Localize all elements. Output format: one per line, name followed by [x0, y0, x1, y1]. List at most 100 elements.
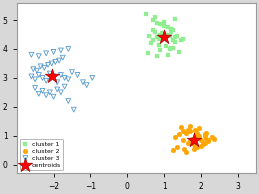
cluster 3: [44, 52, 48, 55]
cluster 1: [143, 13, 148, 16]
cluster 2: [195, 136, 199, 139]
centroids: [162, 36, 166, 39]
cluster 2: [206, 140, 210, 143]
cluster 2: [171, 149, 175, 152]
cluster 3: [52, 75, 56, 78]
cluster 2: [173, 136, 177, 139]
cluster 1: [155, 36, 159, 39]
cluster 3: [85, 84, 89, 87]
cluster 1: [158, 23, 162, 26]
cluster 1: [169, 27, 174, 30]
cluster 1: [181, 37, 185, 40]
cluster 1: [162, 24, 166, 27]
cluster 1: [153, 30, 157, 33]
cluster 3: [40, 89, 45, 92]
cluster 2: [204, 137, 208, 140]
cluster 2: [193, 128, 197, 131]
cluster 1: [162, 20, 166, 23]
cluster 3: [62, 76, 67, 79]
cluster 2: [195, 146, 199, 149]
cluster 3: [31, 68, 35, 71]
cluster 3: [66, 78, 70, 81]
cluster 3: [72, 108, 76, 111]
cluster 3: [35, 69, 39, 72]
cluster 1: [153, 16, 157, 19]
cluster 1: [151, 19, 155, 22]
cluster 2: [195, 131, 199, 134]
cluster 2: [203, 133, 207, 136]
cluster 2: [177, 133, 181, 136]
cluster 1: [175, 35, 179, 38]
cluster 3: [44, 94, 48, 97]
cluster 1: [173, 40, 177, 43]
cluster 3: [50, 62, 54, 65]
cluster 2: [186, 141, 190, 144]
cluster 3: [42, 66, 46, 69]
cluster 2: [190, 141, 194, 144]
cluster 2: [184, 150, 188, 153]
cluster 3: [59, 91, 63, 94]
cluster 2: [204, 131, 208, 134]
cluster 1: [171, 39, 175, 42]
cluster 1: [166, 53, 170, 56]
cluster 2: [181, 130, 185, 133]
cluster 3: [90, 76, 94, 79]
cluster 1: [168, 35, 172, 38]
cluster 2: [191, 143, 196, 146]
cluster 3: [48, 91, 52, 94]
cluster 3: [61, 56, 65, 59]
cluster 3: [62, 85, 67, 88]
cluster 3: [29, 53, 33, 56]
centroids: [191, 139, 196, 142]
cluster 2: [201, 143, 205, 146]
cluster 3: [75, 74, 80, 77]
cluster 3: [48, 72, 52, 75]
cluster 1: [149, 42, 153, 45]
cluster 2: [203, 141, 207, 144]
cluster 2: [199, 139, 203, 142]
cluster 3: [40, 76, 45, 79]
cluster 2: [191, 147, 196, 150]
cluster 2: [188, 130, 192, 133]
cluster 2: [188, 124, 192, 127]
cluster 1: [158, 33, 162, 36]
cluster 1: [169, 46, 174, 49]
cluster 2: [193, 144, 197, 147]
cluster 3: [52, 50, 56, 53]
cluster 1: [166, 26, 170, 29]
cluster 1: [168, 48, 172, 51]
cluster 3: [59, 74, 63, 77]
cluster 3: [57, 59, 61, 62]
cluster 2: [203, 134, 207, 137]
cluster 2: [206, 139, 210, 142]
cluster 2: [190, 137, 194, 140]
cluster 3: [81, 81, 85, 84]
cluster 3: [33, 87, 37, 90]
cluster 1: [171, 29, 175, 32]
cluster 3: [66, 48, 70, 51]
cluster 1: [166, 33, 170, 36]
cluster 1: [162, 32, 166, 35]
cluster 1: [156, 37, 161, 40]
cluster 2: [197, 127, 201, 130]
cluster 1: [156, 43, 161, 46]
cluster 2: [181, 139, 185, 142]
cluster 3: [52, 95, 56, 98]
cluster 1: [160, 32, 164, 35]
cluster 3: [37, 55, 41, 58]
cluster 3: [33, 78, 37, 81]
cluster 2: [188, 140, 192, 143]
cluster 2: [212, 137, 216, 140]
cluster 1: [146, 52, 150, 55]
cluster 2: [184, 131, 188, 134]
cluster 1: [156, 43, 161, 46]
cluster 1: [169, 30, 174, 33]
cluster 3: [59, 49, 63, 52]
cluster 2: [175, 146, 179, 149]
cluster 3: [39, 65, 43, 68]
cluster 2: [179, 126, 183, 129]
cluster 1: [155, 22, 159, 25]
cluster 3: [55, 88, 59, 91]
cluster 2: [197, 134, 201, 137]
cluster 1: [173, 17, 177, 20]
